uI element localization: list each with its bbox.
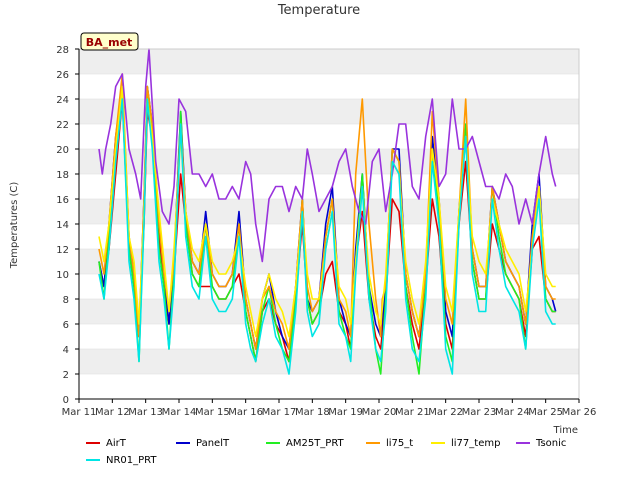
legend-swatch xyxy=(86,459,100,461)
legend-item-panelt: PanelT xyxy=(176,436,229,452)
x-tick-label: Mar 13 xyxy=(128,407,163,418)
y-axis-label: Temperatures (C) xyxy=(9,182,20,270)
legend-swatch xyxy=(86,442,100,444)
y-tick-label: 14 xyxy=(56,220,69,231)
grid-band xyxy=(79,99,579,124)
legend-swatch xyxy=(176,442,190,444)
series-layer xyxy=(98,48,557,375)
legend-item-li75-t: li75_t xyxy=(366,436,413,452)
x-tick-label: Mar 11 xyxy=(62,407,97,418)
grid-band xyxy=(79,149,579,174)
y-tick-label: 28 xyxy=(56,45,69,56)
y-tick-label: 12 xyxy=(56,245,69,256)
y-tick-label: 24 xyxy=(56,95,69,106)
site-label: BA_met xyxy=(86,36,133,49)
x-tick-label: Mar 12 xyxy=(95,407,130,418)
y-tick-label: 22 xyxy=(56,120,69,131)
x-tick-label: Mar 14 xyxy=(162,407,197,418)
y-tick-label: 2 xyxy=(63,370,69,381)
grid-band xyxy=(79,349,579,374)
series-line-li77-temp xyxy=(98,85,556,338)
x-tick-label: Mar 25 xyxy=(528,407,563,418)
x-tick-label: Mar 20 xyxy=(362,407,397,418)
legend-label: li77_temp xyxy=(451,438,501,449)
x-tick-label: Mar 16 xyxy=(228,407,263,418)
legend-label: PanelT xyxy=(196,438,230,449)
y-tick-label: 6 xyxy=(63,320,69,331)
legend-label: li75_t xyxy=(386,438,414,449)
grid-band xyxy=(79,49,579,74)
legend-item-nr01-prt: NR01_PRT xyxy=(86,453,157,469)
legend-label: AM25T_PRT xyxy=(286,438,344,449)
grid-band xyxy=(79,299,579,324)
legend-swatch xyxy=(266,442,280,444)
y-tick-label: 8 xyxy=(63,295,69,306)
series-line-am25t-prt xyxy=(98,85,556,375)
legend-item-li77-temp: li77_temp xyxy=(431,436,500,452)
legend-item-am25t-prt: AM25T_PRT xyxy=(266,436,344,452)
x-tick-label: Mar 18 xyxy=(295,407,330,418)
x-tick-label: Mar 15 xyxy=(195,407,230,418)
legend-swatch xyxy=(431,442,445,444)
y-tick-label: 16 xyxy=(56,195,69,206)
legend-item-airt: AirT xyxy=(86,436,126,452)
x-tick-label: Mar 23 xyxy=(462,407,497,418)
x-tick-label: Mar 17 xyxy=(262,407,297,418)
x-axis-label: Time xyxy=(553,425,578,436)
y-tick-label: 20 xyxy=(56,145,69,156)
legend-swatch xyxy=(366,442,380,444)
x-tick-label: Mar 26 xyxy=(562,407,597,418)
x-tick-label: Mar 19 xyxy=(328,407,363,418)
chart-title: Temperature xyxy=(277,3,360,18)
x-tick-label: Mar 22 xyxy=(428,407,463,418)
legend-label: NR01_PRT xyxy=(106,455,157,466)
x-tick-label: Mar 24 xyxy=(495,407,530,418)
legend-swatch xyxy=(516,442,530,444)
legend-label: Tsonic xyxy=(536,438,567,449)
x-tick-label: Mar 21 xyxy=(395,407,430,418)
y-tick-label: 4 xyxy=(63,345,69,356)
y-tick-label: 26 xyxy=(56,70,69,81)
site-label-box: BA_met xyxy=(80,32,139,51)
legend-label: AirT xyxy=(106,438,126,449)
y-tick-label: 0 xyxy=(63,395,69,406)
legend-item-tsonic: Tsonic xyxy=(516,436,566,452)
y-tick-label: 18 xyxy=(56,170,69,181)
series-line-nr01-prt xyxy=(98,98,556,375)
series-line-tsonic xyxy=(98,48,557,263)
y-tick-label: 10 xyxy=(56,270,69,281)
